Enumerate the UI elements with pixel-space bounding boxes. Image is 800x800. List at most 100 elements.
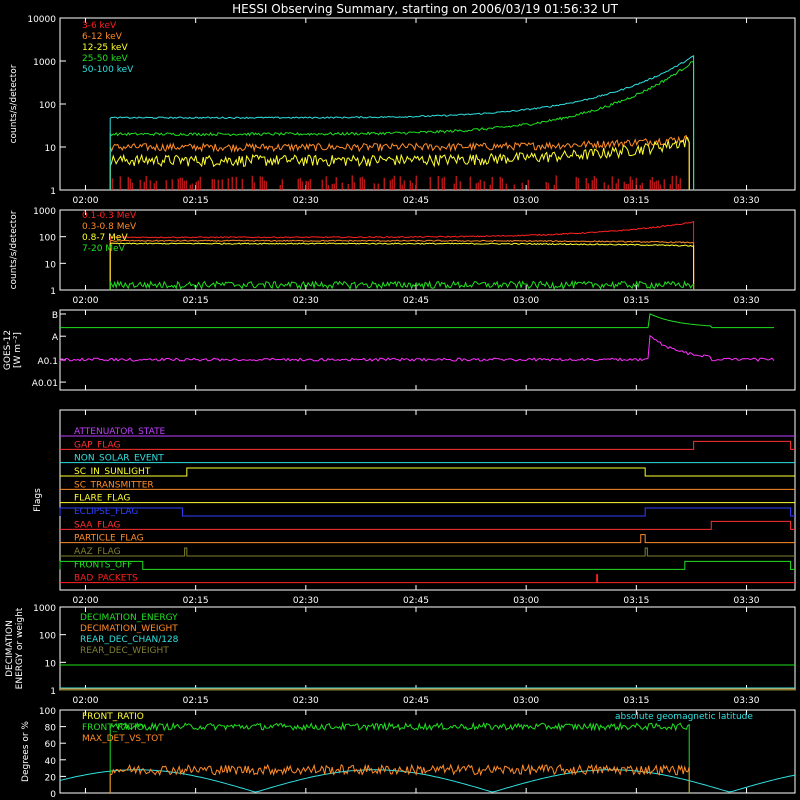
panel-flags-flag-label-0: ATTENUATOR_STATE — [74, 427, 166, 437]
panel-low-energy-legend-4: 50-100 keV — [82, 65, 134, 75]
panel-high-energy-legend-3: 7-20 MeV — [82, 244, 126, 254]
panel-low-energy-series-1 — [109, 134, 690, 191]
panel-decimation-time-label-5: 03:15 — [623, 696, 649, 706]
panel-low-energy-legend-2: 12-25 keV — [82, 43, 128, 53]
panel-decimation-time-label-4: 03:00 — [513, 696, 539, 706]
panel-high-energy-ytick-label-3: 1000 — [33, 207, 56, 217]
panel-ratios-legend-1: FRONT_RATIO — [82, 723, 144, 733]
panel-ratios-ytick-label-4: 80 — [45, 724, 57, 734]
panel-decimation-ylabel-1: ENERGY or weight — [15, 607, 25, 689]
panel-high-energy-time-label-6: 03:30 — [734, 296, 760, 306]
panel-ratios-annotation: absolute geomagnetic latitude — [615, 712, 753, 722]
panel-low-energy-time-label-1: 02:15 — [183, 196, 209, 206]
panel-decimation-ytick-label-1: 10 — [45, 659, 57, 669]
panel-low-energy-legend-0: 3-6 keV — [82, 21, 117, 31]
panel-flags-frame — [59, 409, 796, 591]
panel-ratios-series-1 — [109, 721, 690, 794]
panel-flags-time-label-3: 02:45 — [403, 596, 429, 606]
panel-flags-flag-series-10 — [59, 560, 795, 570]
panel-decimation-time-label-0: 02:00 — [73, 696, 99, 706]
panel-high-energy-time-label-1: 02:15 — [183, 296, 209, 306]
panel-low-energy-series-2 — [109, 136, 690, 191]
panel-low-energy-time-label-5: 03:15 — [623, 196, 649, 206]
panel-low-energy-series-0 — [111, 175, 681, 190]
panel-flags-ylabel-0: Flags — [33, 488, 43, 512]
panel-decimation-ytick-label-0: 1 — [50, 687, 56, 697]
panel-flags-flag-label-5: FLARE_FLAG — [74, 494, 130, 504]
panel-decimation-legend-1: DECIMATION_WEIGHT — [80, 624, 178, 634]
panel-low-energy-time-label-3: 02:45 — [403, 196, 429, 206]
panel-high-energy-time-label-2: 02:30 — [293, 296, 319, 306]
panel-ratios-series-2 — [109, 763, 690, 794]
panel-flags-flag-label-3: SC_IN_SUNLIGHT — [74, 467, 151, 477]
panel-ratios-ylabel-0: Degrees or % — [21, 721, 31, 782]
panel-decimation-time-label-3: 02:45 — [403, 696, 429, 706]
panel-flags-time-label-6: 03:30 — [734, 596, 760, 606]
panel-high-energy-time-label-5: 03:15 — [623, 296, 649, 306]
panel-flags-flag-series-6 — [59, 507, 795, 517]
panel-low-energy-ytick-label-3: 1000 — [33, 58, 56, 68]
panel-flags-flag-label-11: BAD_PACKETS — [74, 574, 138, 584]
panel-ratios-ytick-label-0: 0 — [50, 790, 56, 800]
panel-low-energy-ytick-label-2: 100 — [39, 101, 56, 111]
panel-decimation-ytick-label-2: 100 — [39, 632, 56, 642]
panel-ratios-ytick-label-2: 40 — [45, 757, 57, 767]
panel-high-energy-series-1 — [109, 239, 695, 291]
panel-decimation-time-label-6: 03:30 — [734, 696, 760, 706]
panel-high-energy-series-2 — [109, 242, 695, 291]
panel-ratios-geomag-line — [59, 769, 796, 793]
panel-decimation-ylabel-0: DECIMATION — [5, 620, 15, 677]
panel-high-energy-frame — [59, 209, 796, 291]
panel-ratios-legend-0: FRONT_RATIO — [82, 712, 144, 722]
panel-flags-flag-label-4: SC_TRANSMITTER — [74, 480, 154, 490]
panel-high-energy-series-0 — [109, 220, 695, 291]
panel-flags-flag-series-8 — [60, 534, 795, 544]
panel-flags-flag-series-3 — [60, 467, 795, 477]
panel-decimation-legend-3: REAR_DEC_WEIGHT — [80, 646, 169, 656]
panel-low-energy-frame — [59, 17, 796, 191]
panel-goes-ylabel-0: GOES-12 — [3, 330, 13, 370]
panel-flags-flag-label-8: PARTICLE_FLAG — [74, 534, 144, 544]
panel-high-energy-series-3 — [109, 279, 695, 291]
panel-high-energy-time-label-0: 02:00 — [73, 296, 99, 306]
panel-low-energy-ytick-label-0: 1 — [50, 187, 56, 197]
panel-goes-series-0 — [60, 313, 774, 329]
panel-high-energy-ylabel-0: counts/s/detector — [9, 210, 19, 289]
panel-flags-flag-label-1: GAP_FLAG — [74, 440, 120, 450]
panel-flags-flag-series-1 — [60, 440, 795, 450]
panel-low-energy-legend-1: 6-12 keV — [82, 32, 123, 42]
panel-high-energy-time-label-4: 03:00 — [513, 296, 539, 306]
panel-flags-flag-series-7 — [60, 520, 795, 530]
panel-goes-series-1 — [59, 334, 775, 362]
panel-flags-time-label-1: 02:15 — [183, 596, 209, 606]
panel-goes-frame — [59, 309, 796, 391]
panel-low-energy-ytick-label-1: 10 — [45, 144, 57, 154]
panel-flags-time-label-2: 02:30 — [293, 596, 319, 606]
panel-goes-ylabel-1: [W m⁻²] — [13, 332, 23, 368]
panel-low-energy-ytick-label-4: 10000 — [27, 15, 56, 25]
panel-flags-time-label-4: 03:00 — [513, 596, 539, 606]
panel-high-energy-legend-2: 0.8-7 MeV — [82, 233, 128, 243]
panel-goes-ytick-label-1: A — [52, 333, 59, 343]
panel-low-energy-ylabel-0: counts/s/detector — [9, 64, 19, 143]
panel-flags-flag-label-10: FRONTS_OFF — [74, 560, 132, 570]
panel-flags-flag-series-9 — [60, 547, 795, 557]
panel-decimation-legend-2: REAR_DEC_CHAN/128 — [80, 635, 179, 645]
panel-decimation-ytick-label-3: 1000 — [33, 604, 56, 614]
panel-decimation-time-label-2: 02:30 — [293, 696, 319, 706]
panel-flags-flag-series-11 — [60, 574, 795, 584]
panel-ratios-frame — [59, 709, 796, 794]
panel-flags-flag-label-6: ECLIPSE_FLAG — [74, 507, 138, 517]
panel-flags-flag-label-7: SAA_FLAG — [74, 520, 120, 530]
panel-high-energy-ytick-label-2: 100 — [39, 234, 56, 244]
panel-low-energy-series-4 — [109, 55, 695, 191]
panel-flags-time-label-5: 03:15 — [623, 596, 649, 606]
panel-ratios-legend-2: MAX_DET_VS_TOT — [82, 734, 164, 744]
panel-goes-ytick-label-3: A0.01 — [32, 379, 58, 389]
panel-flags-time-label-0: 02:00 — [73, 596, 99, 606]
panel-high-energy-ytick-label-0: 1 — [50, 287, 56, 297]
panel-ratios-ytick-label-3: 60 — [45, 740, 57, 750]
panel-high-energy-time-label-3: 02:45 — [403, 296, 429, 306]
panel-low-energy-time-label-0: 02:00 — [73, 196, 99, 206]
